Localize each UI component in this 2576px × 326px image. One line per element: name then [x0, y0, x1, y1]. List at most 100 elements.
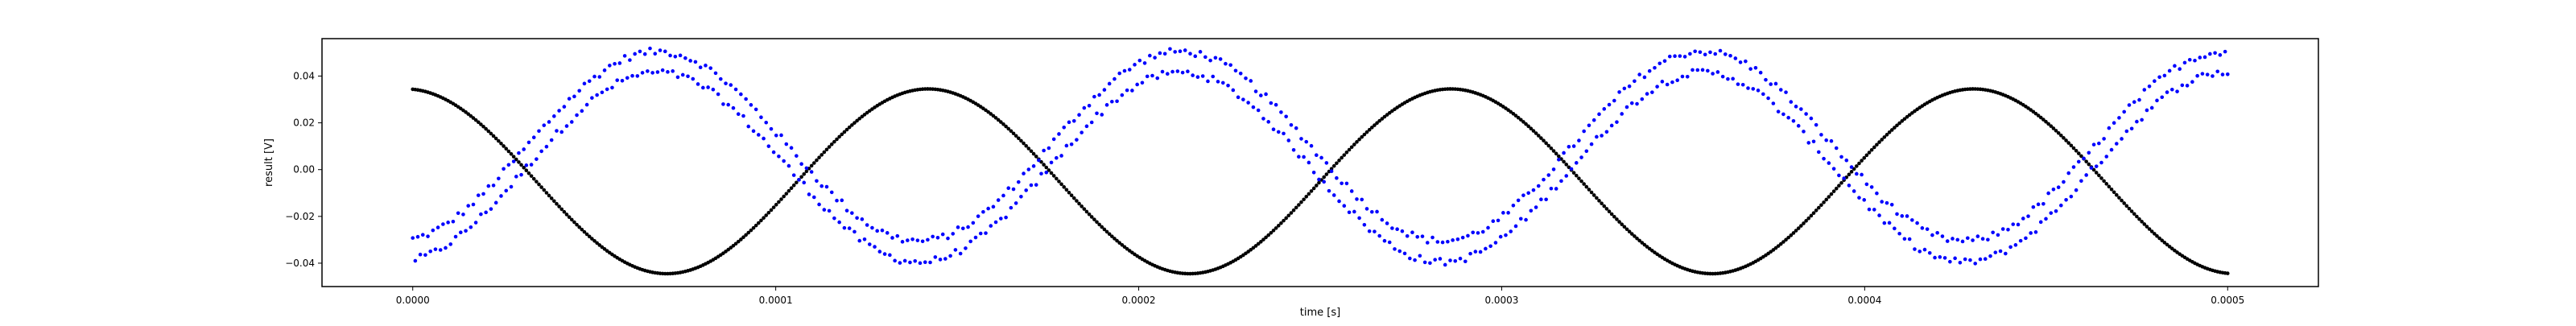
data-point	[1011, 187, 1016, 192]
data-point	[799, 175, 803, 180]
data-point	[746, 230, 751, 235]
data-point	[1031, 164, 1036, 168]
data-point	[2140, 118, 2144, 122]
data-point	[537, 129, 541, 134]
data-point	[1814, 122, 1818, 127]
data-point	[671, 69, 675, 73]
data-point	[1647, 246, 1652, 251]
data-point	[1279, 110, 1283, 114]
data-point	[564, 124, 569, 128]
data-point	[1362, 222, 1367, 227]
data-point	[1799, 107, 1803, 111]
data-point	[844, 127, 849, 132]
data-point	[1753, 65, 1758, 70]
data-point	[1080, 204, 1084, 208]
data-point	[1918, 250, 1922, 254]
data-point	[1466, 233, 1470, 238]
data-point	[1574, 161, 1579, 165]
data-point	[1380, 117, 1385, 121]
data-point	[1966, 236, 1970, 241]
data-point	[1549, 186, 1554, 191]
data-point	[1993, 250, 1998, 254]
data-point	[1571, 171, 1576, 175]
data-point	[479, 212, 483, 217]
data-point	[757, 133, 761, 137]
data-point	[1620, 112, 1624, 116]
data-point	[1642, 242, 1647, 247]
data-point	[771, 150, 776, 155]
data-point	[895, 233, 900, 238]
data-point	[928, 260, 932, 265]
data-point	[1335, 175, 1339, 180]
data-point	[2046, 191, 2050, 196]
data-point	[1531, 129, 1536, 133]
data-point	[2029, 231, 2033, 235]
data-point	[608, 64, 612, 68]
data-point	[1491, 219, 1496, 223]
data-point	[741, 235, 745, 240]
data-point	[1905, 114, 1909, 119]
data-point	[415, 234, 420, 239]
data-point	[1173, 50, 1177, 54]
data-point	[1988, 254, 1992, 258]
data-point	[791, 173, 796, 177]
data-point	[1349, 145, 1354, 150]
data-point	[451, 219, 456, 224]
data-point	[2046, 122, 2050, 126]
data-point	[459, 230, 463, 235]
data-point	[812, 161, 816, 165]
data-point	[1546, 173, 1551, 177]
data-point	[2124, 129, 2129, 134]
data-point	[557, 109, 561, 113]
data-point	[584, 232, 589, 237]
data-point	[1400, 229, 1405, 233]
data-point	[2016, 222, 2021, 227]
data-point	[497, 176, 501, 181]
data-point	[1067, 190, 1071, 195]
data-point	[1120, 93, 1125, 97]
data-point	[908, 260, 912, 265]
data-point	[1097, 93, 1101, 97]
data-point	[2062, 180, 2066, 184]
data-point	[1910, 218, 1914, 222]
data-point	[648, 46, 652, 51]
data-point	[1564, 174, 1569, 178]
data-point	[1600, 134, 1604, 138]
data-point	[628, 58, 632, 62]
data-point	[610, 85, 614, 90]
data-point	[1968, 258, 1972, 262]
data-point	[1864, 153, 1869, 158]
data-point	[1034, 155, 1038, 159]
data-point	[759, 218, 763, 223]
data-point	[1746, 86, 1750, 90]
data-point	[711, 87, 716, 92]
data-point	[2099, 176, 2103, 180]
data-point	[1509, 229, 1513, 233]
data-point	[1591, 118, 1596, 122]
data-point	[2135, 214, 2139, 219]
data-point	[2149, 105, 2154, 110]
data-point	[840, 132, 844, 137]
data-point	[617, 61, 622, 65]
x-tick-label: 0.0005	[2211, 295, 2244, 306]
data-point	[779, 197, 783, 201]
data-point	[1117, 241, 1122, 246]
data-point	[658, 48, 663, 52]
data-point	[602, 247, 607, 251]
data-point	[1627, 229, 1632, 234]
data-point	[1034, 183, 1038, 187]
data-point	[1855, 164, 1859, 168]
data-point	[597, 75, 602, 79]
data-point	[1322, 180, 1326, 184]
data-point	[989, 112, 993, 116]
data-point	[1940, 234, 1945, 238]
data-point	[1322, 175, 1326, 180]
data-point	[1635, 101, 1639, 106]
data-point	[1006, 186, 1011, 191]
data-point	[815, 179, 819, 184]
data-point	[986, 206, 990, 211]
data-point	[471, 116, 476, 120]
data-point	[1130, 89, 1134, 93]
data-point	[420, 233, 425, 237]
data-point	[733, 241, 738, 246]
